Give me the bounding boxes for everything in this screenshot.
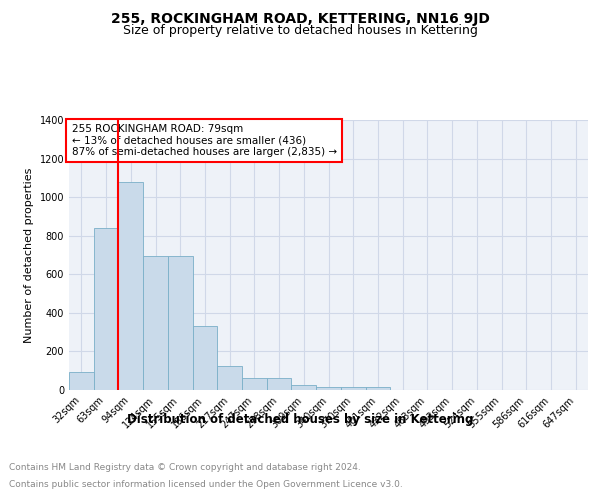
Bar (193, 326, 217, 390)
Bar (94, 228, 118, 390)
Bar (118, 182, 143, 390)
Bar (168, 256, 193, 390)
Bar (143, 256, 168, 390)
Bar (365, 387, 390, 390)
Text: Contains public sector information licensed under the Open Government Licence v3: Contains public sector information licen… (9, 480, 403, 489)
Text: 255, ROCKINGHAM ROAD, KETTERING, NN16 9JD: 255, ROCKINGHAM ROAD, KETTERING, NN16 9J… (110, 12, 490, 26)
Bar (316, 387, 341, 390)
Bar (217, 366, 242, 390)
Y-axis label: Number of detached properties: Number of detached properties (24, 168, 34, 342)
Bar (292, 385, 316, 390)
Bar (267, 378, 292, 390)
Text: Contains HM Land Registry data © Crown copyright and database right 2024.: Contains HM Land Registry data © Crown c… (9, 462, 361, 471)
Text: 255 ROCKINGHAM ROAD: 79sqm
← 13% of detached houses are smaller (436)
87% of sem: 255 ROCKINGHAM ROAD: 79sqm ← 13% of deta… (71, 124, 337, 157)
Text: Size of property relative to detached houses in Kettering: Size of property relative to detached ho… (122, 24, 478, 37)
Bar (242, 378, 267, 390)
Bar (69, 372, 94, 390)
Bar (341, 387, 365, 390)
Text: Distribution of detached houses by size in Kettering: Distribution of detached houses by size … (127, 412, 473, 426)
